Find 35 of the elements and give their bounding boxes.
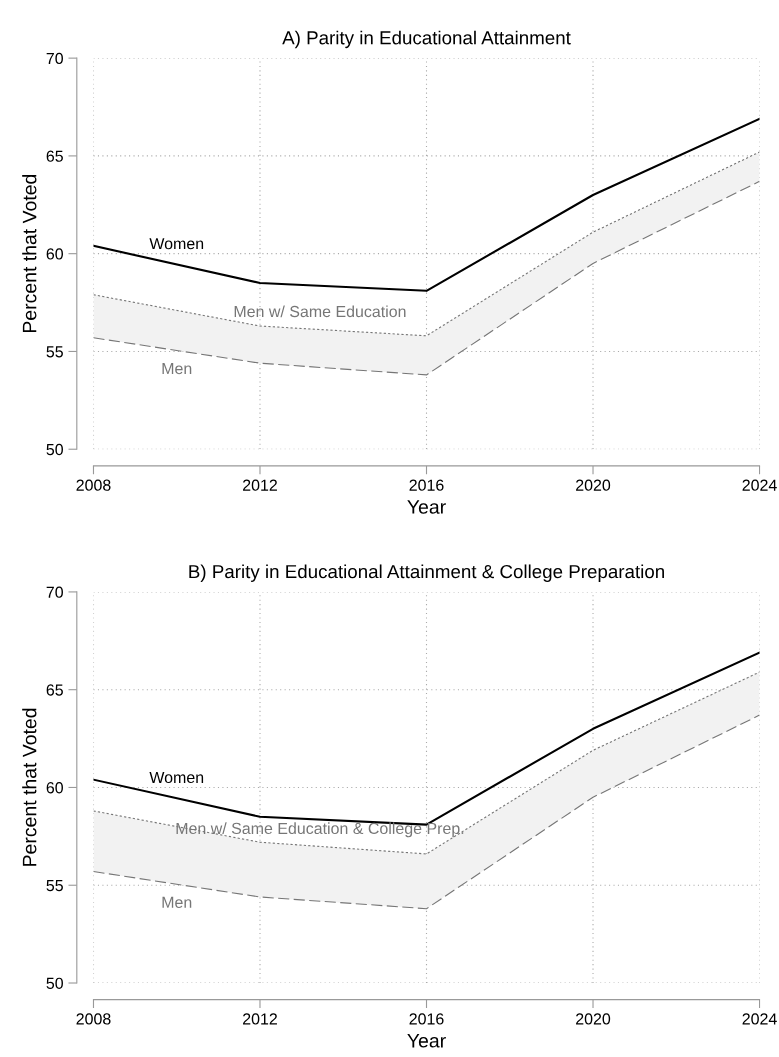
y-tick-label: 60 <box>46 248 63 260</box>
x-tick-label: 2020 <box>576 1013 611 1025</box>
series-label: Men <box>162 363 192 375</box>
series-label: Men w/ Same Education <box>234 305 406 318</box>
y-axis-title: Percent that Voted <box>22 174 37 333</box>
x-tick-label: 2008 <box>76 1013 111 1025</box>
x-tick-label: 2008 <box>76 479 111 491</box>
y-tick-label: 55 <box>46 346 63 358</box>
y-tick-label: 55 <box>46 880 63 892</box>
line-series <box>93 117 760 292</box>
chart-title: B) Parity in Educational Attainment & College Preparation <box>189 564 664 582</box>
x-axis-title: Year <box>407 500 446 514</box>
series-label: Women <box>149 238 204 250</box>
line-series <box>93 671 760 855</box>
x-axis-title: Year <box>407 1034 446 1048</box>
y-tick-label: 70 <box>46 586 63 598</box>
y-tick-label: 50 <box>46 977 63 989</box>
x-tick-label: 2012 <box>243 479 277 491</box>
y-tick-label: 60 <box>46 782 63 794</box>
x-tick-label: 2016 <box>409 479 444 491</box>
y-tick-label: 70 <box>46 52 63 65</box>
x-tick-label: 2024 <box>742 479 777 491</box>
y-axis-title: Percent that Voted <box>22 708 37 866</box>
y-tick-label: 50 <box>46 443 63 456</box>
y-tick-label: 65 <box>46 150 63 162</box>
x-tick-label: 2020 <box>576 479 611 491</box>
line-series <box>93 714 760 910</box>
y-tick-label: 65 <box>46 684 63 696</box>
line-series <box>93 151 760 337</box>
x-tick-label: 2016 <box>409 1013 444 1025</box>
chart-title: A) Parity in Educational Attainment <box>282 30 571 49</box>
series-label: Women <box>149 771 204 784</box>
x-tick-label: 2024 <box>742 1013 777 1025</box>
x-tick-label: 2012 <box>243 1013 277 1025</box>
series-label: Men <box>162 896 192 908</box>
